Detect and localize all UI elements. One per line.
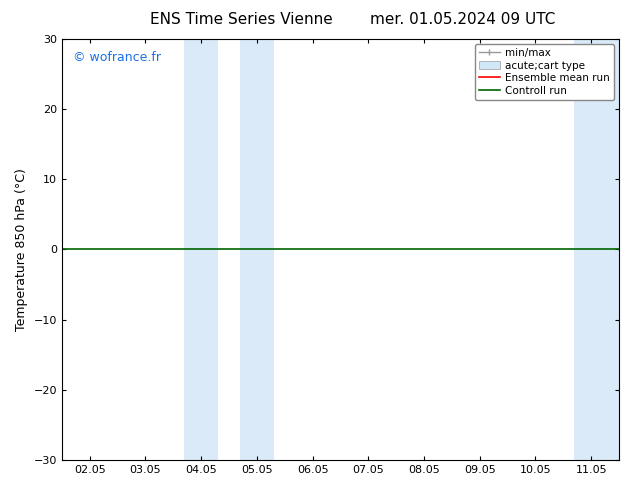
Text: © wofrance.fr: © wofrance.fr [73, 51, 161, 64]
Legend: min/max, acute;cart type, Ensemble mean run, Controll run: min/max, acute;cart type, Ensemble mean … [475, 44, 614, 100]
Bar [608, 39, 634, 460]
Text: ENS Time Series Vienne: ENS Time Series Vienne [150, 12, 332, 27]
Bar [240, 39, 274, 460]
Text: mer. 01.05.2024 09 UTC: mer. 01.05.2024 09 UTC [370, 12, 555, 27]
Y-axis label: Temperature 850 hPa (°C): Temperature 850 hPa (°C) [15, 168, 28, 331]
Bar [184, 39, 218, 460]
Bar [574, 39, 608, 460]
